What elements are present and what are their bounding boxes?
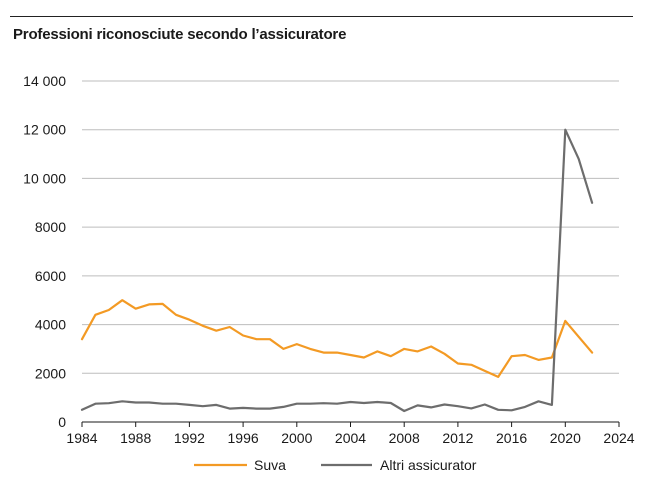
- y-tick-label: 14 000: [23, 73, 66, 89]
- x-tick-label: 2000: [281, 430, 312, 446]
- x-tick-label: 1996: [228, 430, 259, 446]
- x-tick-label: 2012: [442, 430, 473, 446]
- legend-label: Altri assicurator: [380, 457, 477, 473]
- top-rule: [10, 16, 633, 17]
- y-tick-label: 0: [58, 414, 66, 430]
- y-tick-label: 10 000: [23, 170, 66, 186]
- x-tick-label: 2004: [335, 430, 366, 446]
- chart-title: Professioni riconosciute secondo l’assic…: [13, 26, 347, 43]
- x-tick-label: 2008: [389, 430, 420, 446]
- y-tick-label: 12 000: [23, 122, 66, 138]
- x-tick-label: 2020: [550, 430, 581, 446]
- x-tick-label: 2024: [603, 430, 634, 446]
- x-tick-label: 1988: [120, 430, 151, 446]
- x-tick-label: 2016: [496, 430, 527, 446]
- legend-label: Suva: [254, 457, 286, 473]
- y-tick-label: 2000: [35, 365, 66, 381]
- series-line-suva: [80, 299, 594, 378]
- x-tick-label: 1984: [66, 430, 97, 446]
- series-line-altri-assicurator: [80, 128, 594, 413]
- y-tick-label: 4000: [35, 317, 66, 333]
- y-tick-label: 6000: [35, 268, 66, 284]
- x-tick-label: 1992: [174, 430, 205, 446]
- y-tick-label: 8000: [35, 219, 66, 235]
